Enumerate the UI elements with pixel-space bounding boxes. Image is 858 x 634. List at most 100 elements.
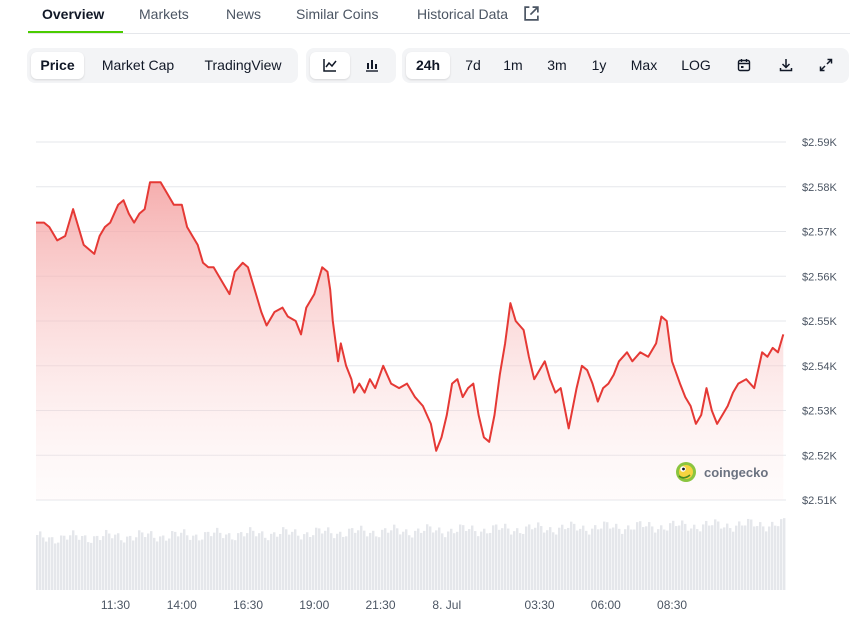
volume-bar [66,539,69,590]
volume-bar [93,536,96,590]
download-icon [779,59,793,72]
volume-bar [270,533,273,590]
volume-bar [207,531,210,590]
volume-bar [627,525,630,590]
volume-bar [732,531,735,590]
volume-bar [588,534,591,590]
x-tick-label: 03:30 [525,598,555,612]
volume-bar [573,523,576,590]
volume-bar [117,533,120,590]
volume-bar [168,538,171,590]
volume-bar [423,530,426,590]
volume-bar [354,532,357,590]
volume-bar [246,533,249,590]
volume-bar [546,530,549,590]
volume-bar [36,535,39,590]
candlestick-chart-button[interactable] [352,52,392,79]
calendar-button[interactable] [726,52,762,79]
range-7d-button[interactable]: 7d [465,57,481,73]
volume-bar [345,536,348,590]
volume-bar [483,528,486,590]
y-tick-label: $2.53K [802,406,838,418]
volume-bar [618,528,621,590]
range-1y-button[interactable]: 1y [591,57,607,73]
volume-bar [750,519,753,590]
range-max-button[interactable]: Max [630,57,658,73]
volume-bar [174,531,177,590]
fullscreen-button[interactable] [808,52,844,79]
expand-icon [819,58,833,72]
volume-bar [192,535,195,590]
volume-bar [90,542,93,590]
volume-bar [51,537,54,590]
y-tick-label: $2.56K [802,271,838,283]
volume-bar [741,525,744,590]
volume-bar [471,525,474,590]
volume-bar [81,536,84,590]
volume-bar [39,531,42,590]
price-line [36,181,785,452]
tradingview-button[interactable]: TradingView [204,57,282,73]
volume-bar [660,525,663,590]
volume-bar [759,522,762,590]
volume-bar [264,537,267,590]
volume-bars [36,518,786,590]
volume-bar [414,530,417,590]
volume-bar [762,526,765,590]
volume-bar [156,541,159,590]
volume-bar [540,526,543,590]
volume-bar [561,524,564,590]
volume-bar [405,529,408,590]
volume-bar [768,526,771,590]
price-button[interactable]: Price [31,52,84,79]
volume-bar [723,527,726,590]
volume-bar [327,527,330,590]
volume-bar [411,537,414,590]
candlestick-chart-icon [366,60,378,72]
tab-historical-data[interactable]: Historical Data [417,6,509,22]
tab-overview[interactable]: Overview [42,6,105,22]
tab-similar-coins[interactable]: Similar Coins [296,6,379,22]
volume-bar [537,522,540,590]
volume-bar [435,530,438,590]
tab-markets[interactable]: Markets [139,6,189,22]
volume-bar [198,540,201,590]
volume-bar [63,535,66,590]
volume-bar [417,528,420,590]
x-tick-label: 16:30 [233,598,263,612]
volume-bar [645,526,648,590]
range-3m-button[interactable]: 3m [547,57,567,73]
volume-bar [705,520,708,590]
volume-bar [420,532,423,590]
chart-style-group [306,48,396,83]
volume-bar [639,521,642,590]
volume-bar [369,532,372,590]
volume-bar [303,534,306,590]
download-button[interactable] [768,52,804,79]
volume-bar [147,533,150,590]
range-1m-button[interactable]: 1m [503,57,523,73]
volume-bar [783,518,786,590]
volume-bar [390,530,393,590]
volume-bar [570,521,573,590]
volume-bar [219,532,222,590]
volume-bar [339,531,342,590]
tab-news[interactable]: News [226,6,262,22]
range-24h-button[interactable]: 24h [406,52,450,79]
external-link-icon[interactable] [523,5,540,22]
market-cap-button[interactable]: Market Cap [101,57,175,73]
volume-bar [621,533,624,590]
volume-bar [708,525,711,590]
volume-bar [555,534,558,590]
volume-bar [684,523,687,590]
volume-bar [774,525,777,590]
log-scale-button[interactable]: LOG [681,57,711,73]
volume-bar [624,529,627,590]
line-chart-button[interactable] [310,52,350,79]
coingecko-watermark: coingecko [676,462,768,482]
volume-bar [477,536,480,590]
volume-bar [171,531,174,590]
y-tick-label: $2.55K [802,316,838,328]
volume-bar [609,528,612,590]
